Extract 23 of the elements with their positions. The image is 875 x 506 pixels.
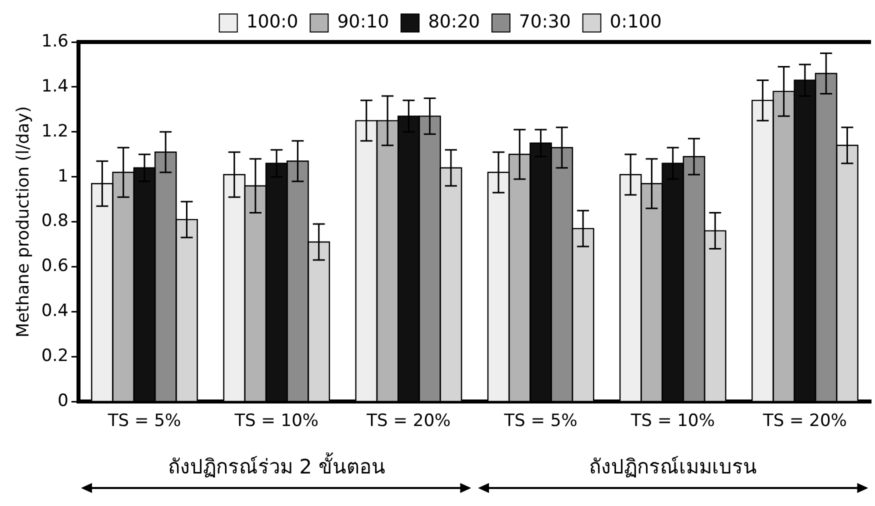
legend-label: 100:0 xyxy=(246,12,298,33)
y-tick-label: 0.6 xyxy=(41,256,68,276)
legend-label: 70:30 xyxy=(518,12,571,33)
x-tick-label: TS = 10% xyxy=(234,411,319,432)
y-tick-label: 0 xyxy=(58,391,68,412)
text: ถังปฏิกรณ์ร่วม 2 ขั้นตอน xyxy=(168,452,386,479)
y-tick-label: 0.4 xyxy=(41,301,68,322)
x-tick-label: TS = 5% xyxy=(503,411,578,432)
y-tick-label: 1.4 xyxy=(41,76,68,96)
y-tick-label: 0.8 xyxy=(41,211,68,232)
y-tick-label: 0.2 xyxy=(41,346,68,366)
y-tick-label: 1 xyxy=(58,166,68,186)
legend-label: 0:100 xyxy=(610,12,662,33)
x-tick-label: TS = 20% xyxy=(366,411,451,432)
y-tick-label: 1.2 xyxy=(41,121,68,142)
y-axis-title: Methane production (l/day) xyxy=(14,106,34,338)
x-tick-label: TS = 20% xyxy=(762,411,847,432)
x-tick-label: TS = 10% xyxy=(630,411,715,432)
y-tick-label: 1.6 xyxy=(41,31,68,52)
text: ถังปฏิกรณ์เมมเบรน xyxy=(588,454,757,479)
legend-label: 90:10 xyxy=(337,12,390,33)
legend-label: 80:20 xyxy=(428,12,480,33)
x-tick-label: TS = 5% xyxy=(106,411,182,432)
